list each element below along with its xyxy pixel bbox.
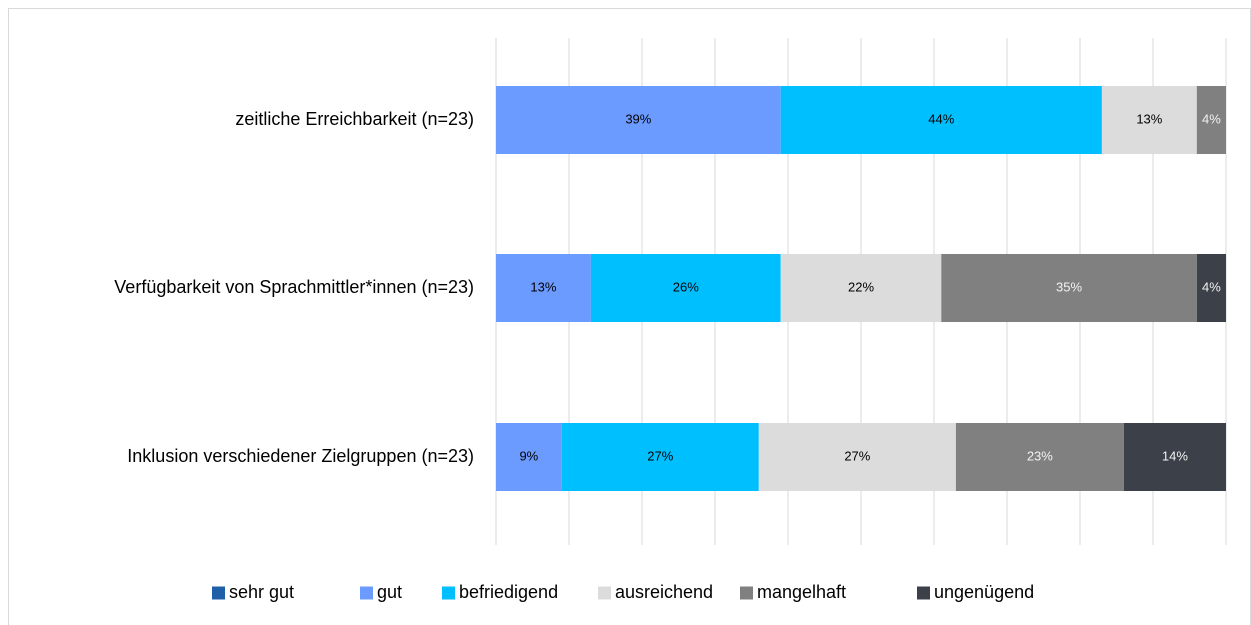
value-label: 26% (673, 279, 699, 294)
legend-label: sehr gut (229, 582, 294, 602)
legend-swatch (598, 586, 611, 600)
value-label: 14% (1162, 448, 1188, 463)
value-label: 4% (1202, 111, 1221, 126)
value-label: 44% (928, 111, 954, 126)
legend-label: befriedigend (459, 582, 558, 602)
bar-segment (496, 86, 781, 154)
value-label: 27% (844, 448, 870, 463)
legend-label: ausreichend (615, 582, 713, 602)
bar-segment (1196, 254, 1226, 322)
value-label: 4% (1202, 279, 1221, 294)
bar-segment (941, 254, 1197, 322)
legend-swatch (442, 586, 455, 600)
bar-segment (758, 423, 956, 491)
legend-label: gut (377, 582, 402, 602)
category-label: Verfügbarkeit von Sprachmittler*innen (n… (114, 277, 474, 297)
bar-segment (1101, 86, 1197, 154)
value-label: 9% (519, 448, 538, 463)
value-label: 13% (530, 279, 556, 294)
bar-segment (1123, 423, 1226, 491)
bar-segment (561, 423, 759, 491)
legend-swatch (740, 586, 753, 600)
bar-segment (955, 423, 1124, 491)
legend-label: mangelhaft (757, 582, 846, 602)
category-label: zeitliche Erreichbarkeit (n=23) (235, 109, 474, 129)
legend-swatch (917, 586, 930, 600)
value-label: 22% (848, 279, 874, 294)
bar-segment (496, 254, 591, 322)
value-label: 27% (647, 448, 673, 463)
bar-segment (780, 254, 942, 322)
bar-segment (496, 423, 562, 491)
value-label: 35% (1056, 279, 1082, 294)
legend-label: ungenügend (934, 582, 1034, 602)
value-label: 23% (1027, 448, 1053, 463)
value-label: 39% (625, 111, 651, 126)
bar-segment (1196, 86, 1226, 154)
legend-swatch (360, 586, 373, 600)
bar-segment (780, 86, 1102, 154)
legend-swatch (212, 586, 225, 600)
value-label: 13% (1136, 111, 1162, 126)
bar-segment (590, 254, 781, 322)
category-label: Inklusion verschiedener Zielgruppen (n=2… (127, 446, 474, 466)
